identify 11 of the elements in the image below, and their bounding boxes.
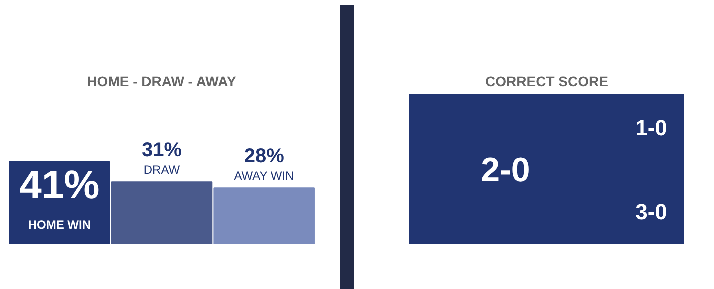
text: 1-0 xyxy=(636,116,668,140)
data-label: 31% xyxy=(142,139,182,162)
x-tick-label: HOME WIN xyxy=(28,218,92,232)
chart-title: HOME - DRAW - AWAY xyxy=(87,74,237,90)
x-tick-label: DRAW xyxy=(144,163,181,178)
text: 2-0 xyxy=(481,152,530,190)
text: 3-0 xyxy=(636,200,668,224)
data-label: 28% xyxy=(244,146,285,168)
data-label: 41% xyxy=(20,163,100,208)
x-tick-label: AWAY WIN xyxy=(234,169,294,184)
text: CORRECT SCORE xyxy=(486,74,608,90)
